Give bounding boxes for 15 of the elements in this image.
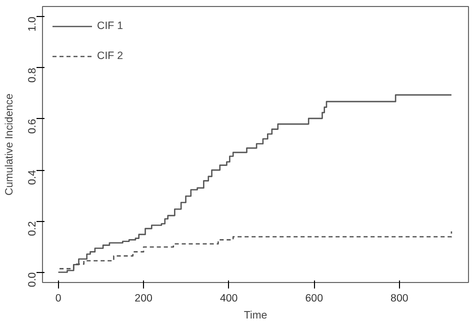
y-tick-label: 0.2 bbox=[26, 221, 38, 236]
y-tick-label: 0.8 bbox=[26, 68, 38, 83]
x-tick-label: 200 bbox=[134, 292, 153, 304]
x-tick-label: 800 bbox=[390, 292, 408, 304]
x-tick-label: 400 bbox=[220, 292, 238, 304]
y-tick-label: 0.4 bbox=[26, 170, 38, 185]
y-tick-label: 1.0 bbox=[26, 16, 38, 32]
legend-label: CIF 2 bbox=[97, 50, 124, 62]
legend-label: CIF 1 bbox=[97, 20, 124, 32]
y-axis-title: Cumulative Incidence bbox=[4, 93, 16, 196]
y-tick-label: 0.0 bbox=[26, 272, 38, 288]
x-tick-label: 600 bbox=[305, 292, 324, 304]
x-tick-label: 0 bbox=[55, 292, 62, 304]
y-tick-label: 0.6 bbox=[26, 118, 38, 134]
x-axis-title: Time bbox=[244, 310, 268, 322]
